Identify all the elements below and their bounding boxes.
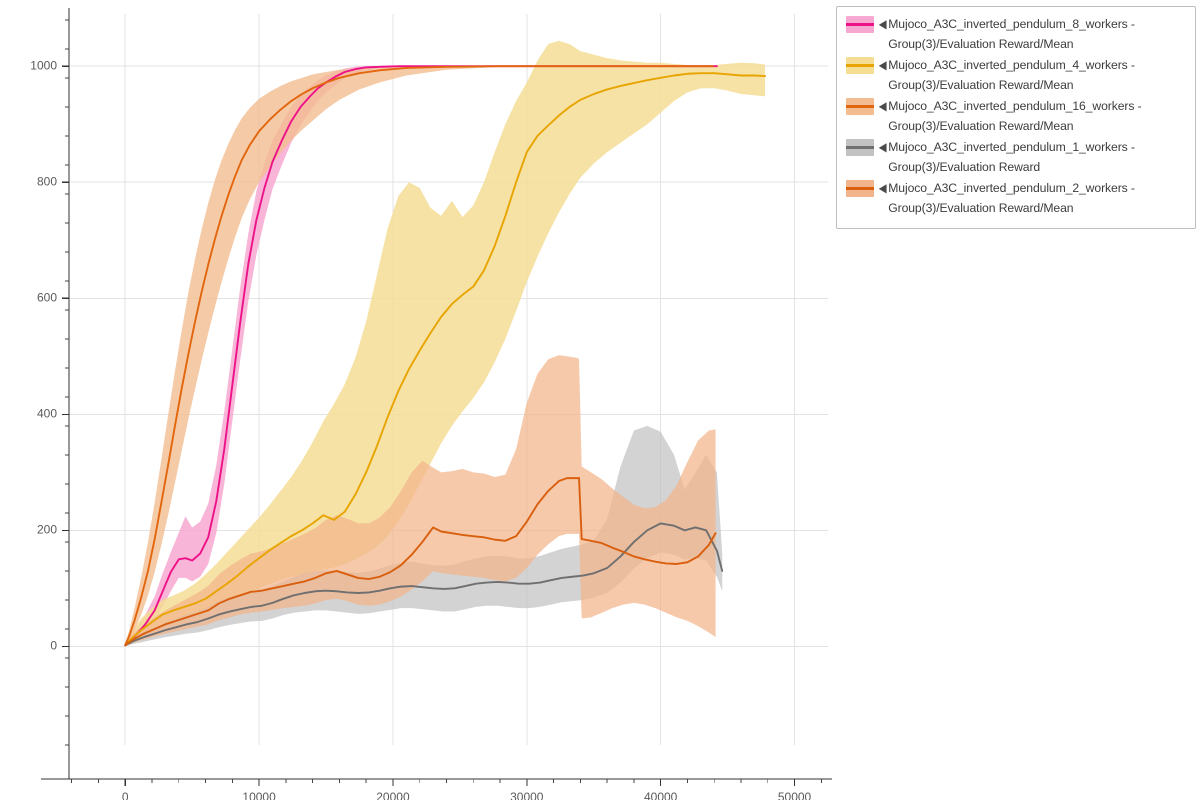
- legend-item-label: Mujoco_A3C_inverted_pendulum_4_workers -…: [888, 58, 1135, 92]
- legend-line-icon: [846, 187, 874, 190]
- legend-swatch-icon: [846, 16, 874, 33]
- x-tick-label: 40000: [644, 790, 678, 800]
- confidence-bands: [125, 40, 766, 647]
- legend-play-left-icon: ◀: [878, 17, 887, 31]
- y-tick-label: 1000: [30, 58, 57, 72]
- legend-item-3[interactable]: ◀ Mujoco_A3C_inverted_pendulum_1_workers …: [846, 137, 1187, 177]
- series-lines: [124, 65, 767, 647]
- axes: [41, 8, 832, 786]
- x-tick-label: 10000: [242, 790, 276, 800]
- legend-line-icon: [846, 146, 874, 149]
- legend-item-1[interactable]: ◀ Mujoco_A3C_inverted_pendulum_4_workers …: [846, 55, 1187, 95]
- series-line-1_workers: [124, 522, 724, 647]
- legend-line-icon: [846, 105, 874, 108]
- x-tick-label: 20000: [376, 790, 410, 800]
- legend-item-label: Mujoco_A3C_inverted_pendulum_2_workers -…: [888, 181, 1135, 215]
- legend-item-2[interactable]: ◀ Mujoco_A3C_inverted_pendulum_16_workers…: [846, 96, 1187, 136]
- legend-swatch-icon: [846, 57, 874, 74]
- legend-swatch-icon: [846, 139, 874, 156]
- x-tick-label: 0: [122, 790, 129, 800]
- legend-swatch-icon: [846, 180, 874, 197]
- series-line-4_workers: [124, 72, 767, 646]
- legend-item-4[interactable]: ◀ Mujoco_A3C_inverted_pendulum_2_workers …: [846, 178, 1187, 218]
- y-tick-label: 800: [37, 174, 57, 188]
- series-band-4_workers: [125, 40, 766, 647]
- legend-item-0[interactable]: ◀ Mujoco_A3C_inverted_pendulum_8_workers …: [846, 14, 1187, 54]
- legend-item-label: Mujoco_A3C_inverted_pendulum_1_workers -…: [888, 140, 1135, 174]
- legend-play-left-icon: ◀: [878, 99, 887, 113]
- series-band-2_workers: [125, 355, 716, 647]
- legend-play-left-icon: ◀: [878, 140, 887, 154]
- y-tick-label: 200: [37, 523, 57, 537]
- y-tick-label: 600: [37, 290, 57, 304]
- legend-line-icon: [846, 64, 874, 67]
- series-line-16_workers: [124, 65, 714, 647]
- legend-play-left-icon: ◀: [878, 181, 887, 195]
- legend-item-label: Mujoco_A3C_inverted_pendulum_8_workers -…: [888, 17, 1135, 51]
- series-line-2_workers: [124, 477, 717, 647]
- legend-line-icon: [846, 23, 874, 26]
- x-tick-label: 30000: [510, 790, 544, 800]
- legend-item-label: Mujoco_A3C_inverted_pendulum_16_workers …: [888, 99, 1142, 133]
- y-tick-label: 0: [50, 639, 57, 653]
- legend-swatch-icon: [846, 98, 874, 115]
- y-tick-label: 400: [37, 406, 57, 420]
- plot-area: 0 200 400 600 800 1000 0 10000 20000 30000 40000 50…: [30, 8, 832, 800]
- x-tick-label: 50000: [778, 790, 812, 800]
- legend-play-left-icon: ◀: [878, 58, 887, 72]
- chart-legend[interactable]: ◀ Mujoco_A3C_inverted_pendulum_8_workers …: [836, 6, 1196, 229]
